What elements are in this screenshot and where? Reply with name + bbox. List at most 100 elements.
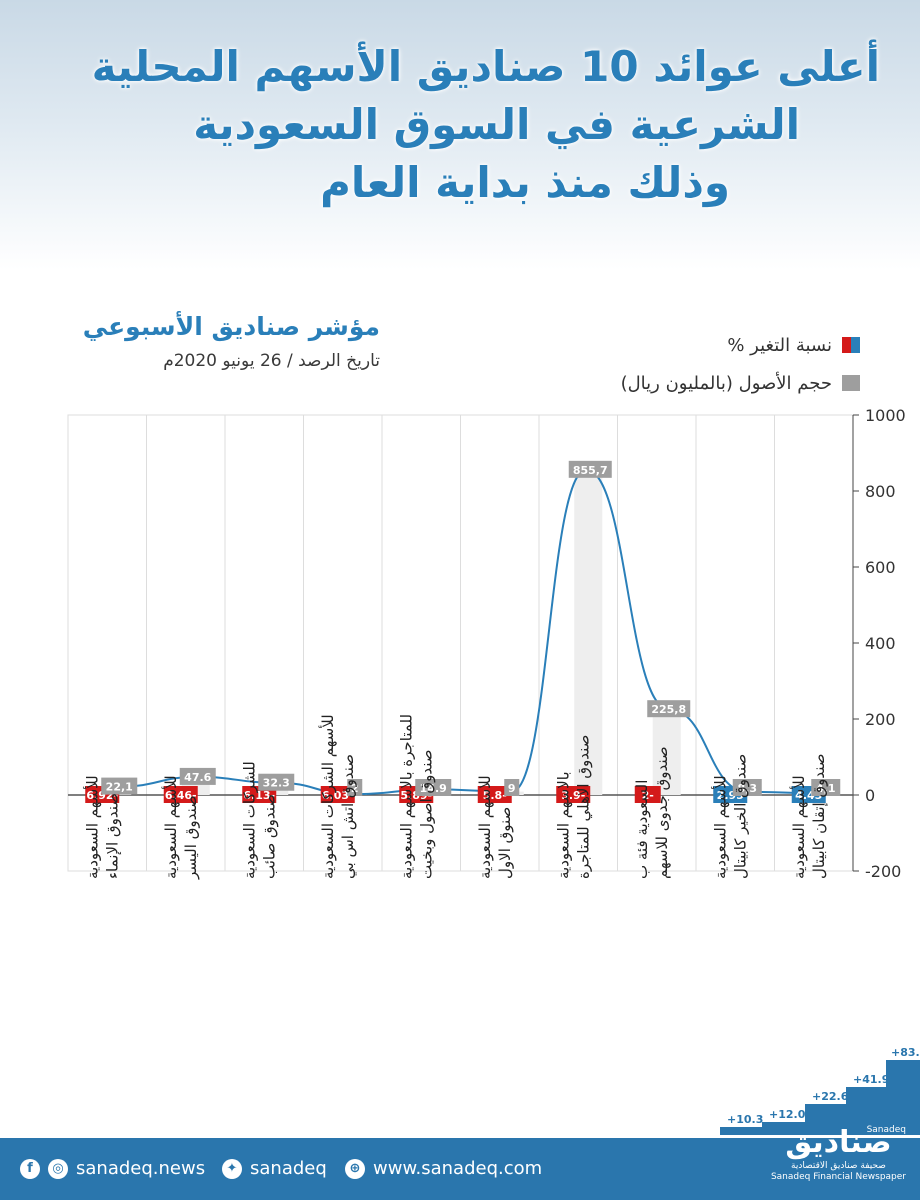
category-label: للشركات السعودية xyxy=(240,761,258,879)
stair-label: +12.0 xyxy=(769,1108,806,1121)
stair-step xyxy=(886,1060,920,1135)
stair-step xyxy=(846,1087,891,1135)
footer-twitter-text: sanadeq xyxy=(250,1158,327,1179)
category-label: صندوق الخير كابيتال xyxy=(731,754,749,879)
change-label-box xyxy=(634,786,661,803)
y-tick-label: 1000 xyxy=(865,406,906,425)
legend-label-change: نسبة التغير % xyxy=(727,334,832,356)
legend-item-assets: حجم الأصول (بالمليون ريال) xyxy=(621,368,860,398)
asset-label-box xyxy=(732,779,762,796)
footer-news[interactable]: f ◎ sanadeq.news xyxy=(20,1158,205,1179)
change-label-box xyxy=(556,786,591,803)
chart-title: مؤشر صناديق الأسبوعي xyxy=(82,312,380,341)
asset-label-box xyxy=(101,777,138,795)
footer-bar: f ◎ sanadeq.news ✦ sanadeq ⊕ www.sanadeq… xyxy=(0,1138,920,1200)
category-label: بالاسهم السعودية xyxy=(554,771,572,879)
globe-icon[interactable]: ⊕ xyxy=(345,1158,365,1179)
category-label: للأسهم السعودية xyxy=(161,775,180,879)
asset-label-box xyxy=(179,767,216,785)
change-label: 6.13- xyxy=(243,789,275,802)
chart-date: تاريخ الرصد / 26 يونيو 2020م xyxy=(163,351,380,371)
change-label: 2- xyxy=(642,789,654,802)
legend-label-assets: حجم الأصول (بالمليون ريال) xyxy=(620,372,832,394)
asset-label-box xyxy=(347,779,363,796)
assets-line xyxy=(119,468,826,796)
chart-heading: مؤشر صناديق الأسبوعي تاريخ الرصد / 26 يو… xyxy=(40,312,380,371)
category-label: للاسهم السعودية xyxy=(476,775,494,879)
asset-label-box xyxy=(647,700,691,718)
change-label: 5.8- xyxy=(483,789,507,802)
asset-label: 9 xyxy=(508,782,516,795)
logo-sub-ar: صحيفة صناديق الاقتصادية xyxy=(791,1161,886,1171)
category-label: صندوق صائب xyxy=(260,794,278,879)
asset-label-box xyxy=(568,460,612,478)
stair-label: +83.0 xyxy=(891,1046,920,1059)
footer-website[interactable]: ⊕ www.sanadeq.com xyxy=(345,1158,542,1179)
legend-swatch-assets xyxy=(842,375,860,391)
asset-label: 32.3 xyxy=(263,777,290,790)
title-line-2: الشرعية في السوق السعودية xyxy=(193,100,800,149)
category-label: صندوق اصول وبخيت xyxy=(417,750,435,879)
change-label-box xyxy=(477,786,512,803)
y-tick-label: 200 xyxy=(865,710,896,729)
stair-step xyxy=(762,1122,807,1135)
asset-label: 2 xyxy=(351,782,359,795)
change-label: 6.46- xyxy=(165,789,197,802)
asset-label: 47.6 xyxy=(184,771,211,784)
legend-swatch-change xyxy=(842,337,860,353)
stair-label: +22.6 xyxy=(812,1090,849,1103)
category-label: للأسهم السعودية xyxy=(710,775,729,879)
change-label: 3.9- xyxy=(561,789,585,802)
change-label-box xyxy=(163,786,198,803)
category-label: صندوق جدوى للاسهم xyxy=(653,746,671,879)
logo-sub-en: Sanadeq Financial Newspaper xyxy=(770,1172,906,1182)
twitter-icon[interactable]: ✦ xyxy=(222,1158,242,1179)
change-label-box xyxy=(320,786,355,803)
category-label: صندوق اتش اس بي xyxy=(339,754,358,879)
header-background xyxy=(0,0,920,270)
chart-legend: نسبة التغير % حجم الأصول (بالمليون ريال) xyxy=(621,330,860,406)
category-label: للأسهم السعودية xyxy=(789,775,808,879)
footer-website-text: www.sanadeq.com xyxy=(373,1158,543,1179)
stair-step xyxy=(805,1104,850,1135)
footer-twitter[interactable]: ✦ sanadeq xyxy=(222,1158,327,1179)
facebook-icon[interactable]: f xyxy=(20,1158,40,1179)
asset-label: 225,8 xyxy=(651,703,686,716)
category-label: صندوق الإنماء xyxy=(103,793,121,879)
logo-latin: Sanadeq xyxy=(866,1125,906,1135)
category-label: السعودية فئة ب xyxy=(633,780,651,879)
stair-step xyxy=(720,1127,765,1135)
legend-item-change: نسبة التغير % xyxy=(621,330,860,360)
stair-label: +10.3 xyxy=(727,1113,764,1126)
y-tick-label: 400 xyxy=(865,634,896,653)
asset-bar xyxy=(652,709,681,795)
y-tick-label: 600 xyxy=(865,558,896,577)
asset-label-box xyxy=(415,779,452,796)
category-label: للمتاجرة بالاسهم السعودية xyxy=(397,714,415,879)
category-label: صندوق إتقان كابيتال xyxy=(810,754,828,879)
footer-news-text: sanadeq.news xyxy=(76,1158,206,1179)
category-label: صندوق اليسر xyxy=(182,795,200,880)
instagram-icon[interactable]: ◎ xyxy=(48,1158,68,1179)
category-label: للأسهم السعودية xyxy=(82,775,101,879)
sanadeq-logo: Sanadeq صناديق صحيفة صناديق الاقتصادية S… xyxy=(771,1125,906,1183)
category-label: صندوق الاهلي للمتاجرة xyxy=(574,735,593,879)
y-tick-label: -200 xyxy=(865,862,901,881)
asset-label-box xyxy=(504,779,520,796)
category-label: صنوق الاول xyxy=(496,807,514,879)
asset-label: 22,1 xyxy=(106,781,133,794)
page-title: أعلى عوائد 10 صناديق الأسهم المحلية الشر… xyxy=(40,38,880,212)
category-label: للأسهم الشركات السعودية xyxy=(318,714,337,879)
asset-label: 14.9 xyxy=(420,782,447,795)
logo-text: صناديق xyxy=(785,1125,892,1160)
y-tick-label: 800 xyxy=(865,482,896,501)
title-line-1: أعلى عوائد 10 صناديق الأسهم المحلية xyxy=(91,42,880,91)
asset-label: 4,1 xyxy=(816,782,836,795)
asset-label-box xyxy=(258,773,295,791)
asset-label: 8,3 xyxy=(738,782,758,795)
change-label: 6.03- xyxy=(322,789,354,802)
asset-label-box xyxy=(811,779,841,796)
stair-label: +41.9 xyxy=(853,1073,890,1086)
title-line-3: وذلك منذ بداية العام xyxy=(320,158,730,207)
